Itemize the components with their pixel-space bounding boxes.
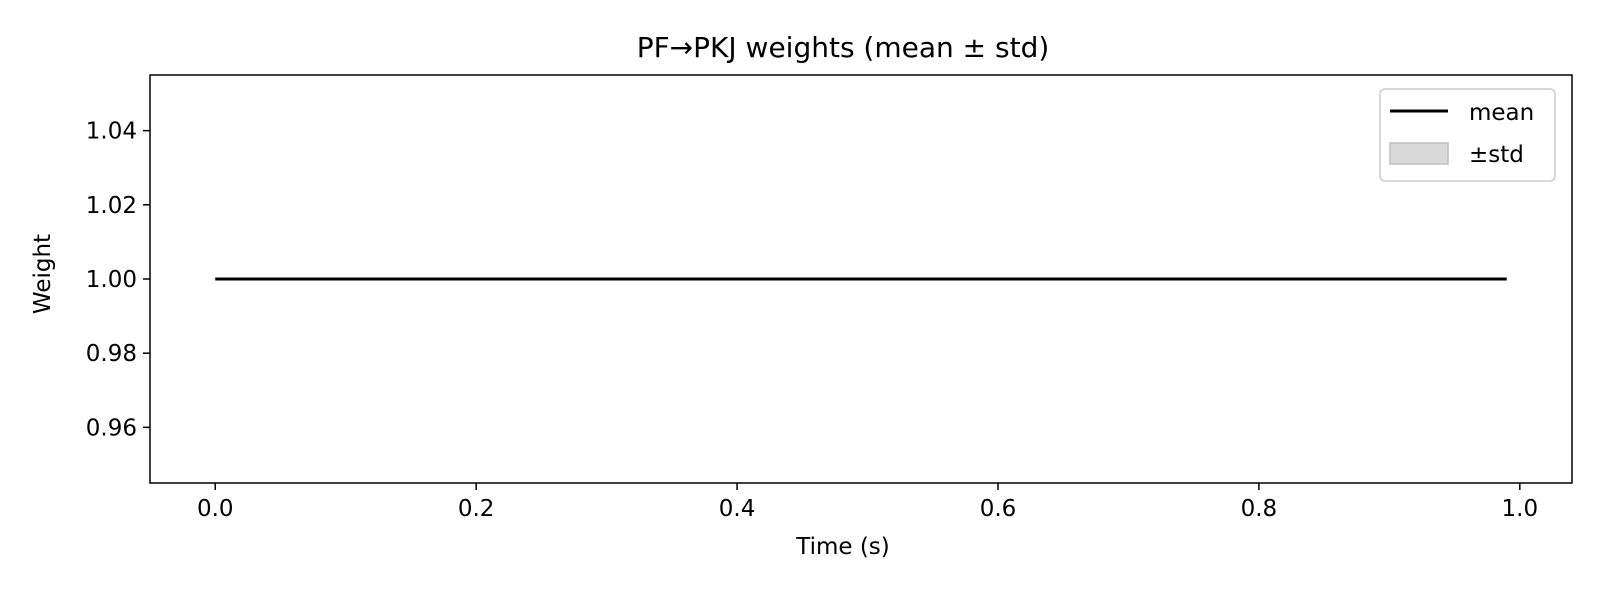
chart-title: PF→PKJ weights (mean ± std) — [637, 31, 1050, 64]
axes-layer: 0.0 0.2 0.4 0.6 0.8 1.0 0.96 0.98 1.00 1.02 1.04 — [86, 119, 1538, 522]
legend-std-swatch — [1389, 142, 1449, 165]
x-axis-title: Time (s) — [795, 534, 890, 560]
y-tick-label: 1.04 — [86, 119, 137, 145]
y-axis-title: Weight — [30, 234, 56, 314]
y-tick-label: 0.98 — [86, 341, 137, 367]
x-tick-label: 0.4 — [719, 496, 756, 522]
x-tick-label: 1.0 — [1502, 496, 1539, 522]
y-tick-label: 1.00 — [86, 267, 137, 293]
legend: mean ±std — [1379, 88, 1556, 182]
y-tick-label: 1.02 — [86, 193, 137, 219]
x-tick-label: 0.0 — [197, 496, 234, 522]
x-tick-label: 0.6 — [980, 496, 1017, 522]
legend-label-std: ±std — [1469, 142, 1524, 168]
x-tick-label: 0.8 — [1241, 496, 1278, 522]
x-tick-label: 0.2 — [458, 496, 495, 522]
legend-label-mean: mean — [1469, 100, 1534, 126]
y-tick-label: 0.96 — [86, 415, 137, 441]
